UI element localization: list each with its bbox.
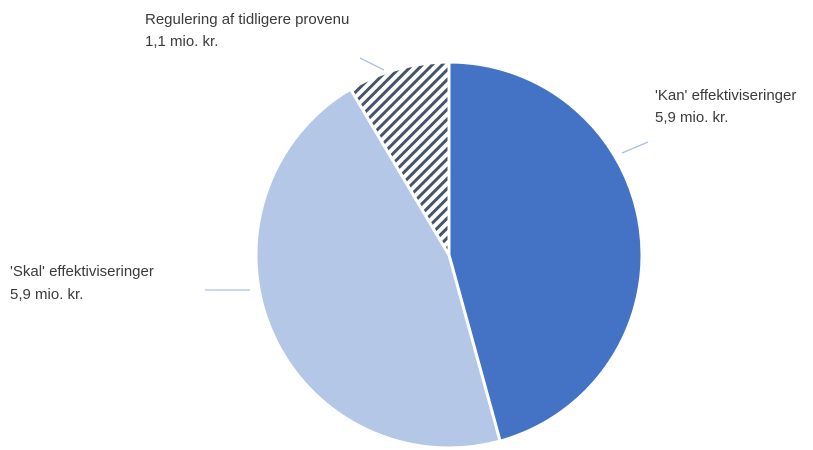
- slice-value-kan: 5,9 mio. kr.: [655, 109, 728, 126]
- data-label-skal: 'Skal' effektiviseringer 5,9 mio. kr.: [10, 263, 154, 303]
- leader-line-regulering: [359, 57, 385, 71]
- slice-value-regulering: 1,1 mio. kr.: [145, 33, 218, 50]
- slice-label-regulering: Regulering af tidligere provenu: [145, 11, 349, 28]
- leader-lines: [205, 57, 649, 291]
- data-label-regulering: Regulering af tidligere provenu 1,1 mio.…: [145, 11, 349, 50]
- pie-slices: [254, 60, 644, 450]
- data-label-kan: 'Kan' effektiviseringer 5,9 mio. kr.: [655, 87, 796, 126]
- pie-slice-skal: [254, 86, 502, 450]
- pie-slice-regulering: [348, 60, 451, 261]
- slice-value-skal: 5,9 mio. kr.: [10, 286, 83, 303]
- slice-label-skal: 'Skal' effektiviseringer: [10, 263, 154, 280]
- slice-label-kan: 'Kan' effektiviseringer: [655, 87, 796, 104]
- pie-slice-kan: [447, 60, 644, 443]
- leader-line-kan: [621, 141, 649, 154]
